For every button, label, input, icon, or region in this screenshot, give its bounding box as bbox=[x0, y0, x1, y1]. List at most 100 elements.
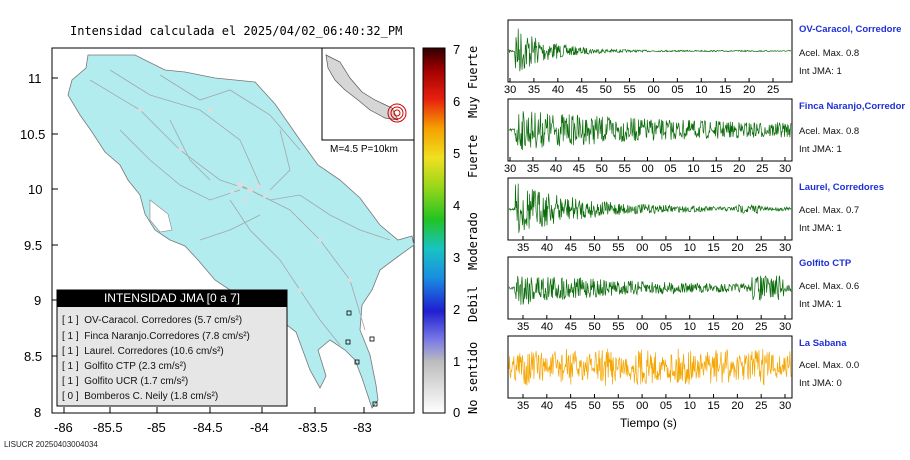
colorbar-label: Debil bbox=[466, 285, 480, 322]
legend-row: [ 1 ] Laurel. Corredores (10.6 cm/s²) bbox=[62, 346, 224, 357]
trace-tick-label: 10 bbox=[683, 321, 696, 333]
trace-tick-label: 00 bbox=[641, 163, 654, 175]
trace-tick-label: 25 bbox=[756, 163, 769, 175]
legend-row: [ 1 ] Finca Naranjo.Corredores (7.8 cm/s… bbox=[62, 331, 250, 342]
map-xtick: -83 bbox=[353, 420, 372, 435]
trace-tick-label: 20 bbox=[731, 242, 744, 254]
trace-tick-label: 45 bbox=[564, 321, 577, 333]
trace-tick-label: 30 bbox=[779, 242, 792, 254]
trace-tick-label: 50 bbox=[595, 163, 608, 175]
time-axis-label: Tiempo (s) bbox=[620, 416, 677, 430]
trace-tick-label: 40 bbox=[540, 321, 554, 333]
trace-tick-label: 30 bbox=[779, 163, 792, 175]
trace-tick-label: 00 bbox=[636, 242, 649, 254]
trace-tick-label: 10 bbox=[683, 400, 696, 412]
trace-tick-label: 05 bbox=[671, 84, 684, 96]
map-xtick: -84.5 bbox=[193, 420, 223, 435]
town-dots bbox=[138, 108, 352, 292]
station-name: La Sabana bbox=[799, 338, 847, 349]
station-name: Golfito CTP bbox=[799, 258, 852, 269]
legend-title: INTENSIDAD JMA [0 a 7] bbox=[103, 291, 241, 305]
trace-tick-label: 55 bbox=[612, 242, 625, 254]
legend-row: [ 1 ] Golfito CTP (2.3 cm/s²) bbox=[62, 361, 187, 372]
trace-tick-label: 00 bbox=[647, 84, 660, 96]
seismogram-traces bbox=[508, 28, 792, 398]
legend-row: [ 0 ] Bomberos C. Neily (1.8 cm/s²) bbox=[62, 391, 219, 402]
seismogram-trace bbox=[508, 275, 792, 305]
trace-tick-label: 45 bbox=[575, 84, 588, 96]
legend-header bbox=[57, 290, 287, 307]
map-xtick: -85 bbox=[147, 420, 166, 435]
trace-tick-label: 15 bbox=[719, 84, 732, 96]
footer-id: LISUCR 20250403004034 bbox=[4, 440, 98, 449]
trace-tick-label: 30 bbox=[504, 84, 517, 96]
trace-tick-label: 55 bbox=[623, 84, 636, 96]
costa-rica-land bbox=[67, 54, 415, 409]
trace-tick-label: 00 bbox=[636, 400, 649, 412]
colorbar-tick: 1 bbox=[453, 354, 461, 369]
colorbar-tick: 6 bbox=[453, 94, 461, 109]
trace-tick-label: 50 bbox=[588, 321, 601, 333]
station-acel: Acel. Max. 0.6 bbox=[799, 281, 860, 292]
station-jma: Int JMA: 0 bbox=[799, 378, 842, 389]
trace-tick-label: 25 bbox=[755, 400, 768, 412]
inset-label: M=4.5 P=10km bbox=[330, 144, 398, 155]
map-ytick: 8 bbox=[34, 405, 42, 420]
trace-tick-label: 55 bbox=[612, 321, 625, 333]
map-xtick: -84 bbox=[250, 420, 269, 435]
trace-tick-label: 10 bbox=[683, 242, 696, 254]
colorbar-tick: 7 bbox=[453, 42, 461, 57]
trace-tick-label: 40 bbox=[551, 84, 565, 96]
seismogram-trace bbox=[508, 111, 792, 151]
map-xtick: -85.5 bbox=[93, 420, 123, 435]
station-jma: Int JMA: 1 bbox=[799, 144, 842, 155]
station-acel: Acel. Max. 0.7 bbox=[799, 205, 860, 216]
map-xtick: -86 bbox=[54, 420, 73, 435]
map-xtick: -83.5 bbox=[298, 420, 328, 435]
map-ytick: 10.5 bbox=[20, 127, 46, 142]
trace-tick-label: 05 bbox=[659, 321, 673, 333]
colorbar-tick: 5 bbox=[453, 146, 461, 161]
station-markers bbox=[345, 310, 378, 407]
station-name: Finca Naranjo,Corredor bbox=[799, 101, 906, 112]
trace-tick-label: 20 bbox=[743, 84, 756, 96]
trace-tick-label: 25 bbox=[755, 242, 768, 254]
colorbar-label: Moderado bbox=[466, 212, 480, 270]
colorbar bbox=[422, 47, 446, 414]
map-ticks bbox=[52, 77, 365, 413]
colorbar-label: No sentido bbox=[466, 341, 480, 414]
station-acel: Acel. Max. 0.0 bbox=[799, 360, 860, 371]
station-jma: Int JMA: 1 bbox=[799, 299, 842, 310]
trace-tick-label: 05 bbox=[664, 163, 677, 175]
colorbar-tick: 0 bbox=[453, 405, 461, 420]
trace-tick-label: 45 bbox=[572, 163, 585, 175]
map-ytick: 8.5 bbox=[24, 349, 43, 364]
inset-land bbox=[325, 54, 399, 121]
trace-tick-label: 25 bbox=[767, 84, 780, 96]
trace-tick-label: 35 bbox=[526, 163, 540, 175]
trace-tick-label: 20 bbox=[731, 400, 744, 412]
trace-tick-label: 00 bbox=[636, 321, 649, 333]
trace-tick-label: 30 bbox=[779, 321, 792, 333]
station-acel: Acel. Max. 0.8 bbox=[799, 48, 860, 59]
trace-tick-label: 25 bbox=[755, 321, 768, 333]
colorbar-tick: 2 bbox=[453, 302, 461, 317]
trace-tick-label: 15 bbox=[707, 400, 720, 412]
seismogram-trace bbox=[508, 348, 792, 386]
trace-tick-label: 35 bbox=[517, 321, 530, 333]
seismogram-trace bbox=[508, 28, 792, 72]
trace-tick-label: 15 bbox=[707, 242, 720, 254]
trace-tick-label: 40 bbox=[549, 163, 563, 175]
trace-tick-label: 40 bbox=[540, 242, 554, 254]
colorbar-label: Fuerte bbox=[466, 134, 480, 178]
trace-tick-label: 10 bbox=[695, 84, 708, 96]
colorbar-label: Muy Fuerte bbox=[466, 45, 480, 118]
map-ytick: 9 bbox=[34, 293, 42, 308]
station-name: OV-Caracol, Corredore bbox=[799, 24, 902, 35]
seismogram-trace bbox=[508, 183, 792, 233]
trace-tick-label: 15 bbox=[707, 321, 720, 333]
trace-tick-label: 50 bbox=[599, 84, 612, 96]
trace-tick-label: 05 bbox=[659, 400, 673, 412]
map-ytick: 11 bbox=[28, 71, 42, 86]
